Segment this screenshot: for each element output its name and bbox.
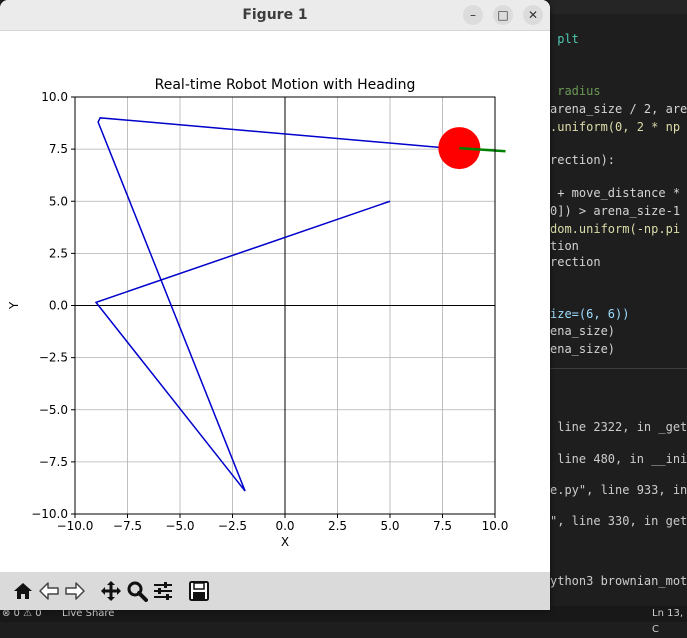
x-tick-label: 2.5 xyxy=(328,519,347,533)
y-tick-label: −2.5 xyxy=(39,351,68,365)
editor-line: 0]) > arena_size-1 xyxy=(550,204,681,218)
navigation-toolbar xyxy=(0,572,550,610)
forward-arrow-icon[interactable] xyxy=(64,580,86,602)
window-titlebar[interactable]: Figure 1 – □ ✕ xyxy=(0,0,550,31)
editor-line: line 480, in __ini xyxy=(550,452,687,466)
editor-line: ", line 330, in get xyxy=(550,514,687,528)
robot-path xyxy=(94,117,460,492)
figure-canvas[interactable]: −10.0 −10.0 −7.5 −7.5 −5.0 −5.0 −2.5 −2.5 0.0 0.0… xyxy=(0,31,550,571)
figure-window: Figure 1 – □ ✕ −10.0 −10.0 −7.5 −7.5 −5.0 −5.… xyxy=(0,0,550,610)
y-tick-label: −10.0 xyxy=(31,507,68,521)
pan-icon[interactable] xyxy=(100,580,122,602)
editor-line: plt xyxy=(550,32,579,46)
y-tick-label: 7.5 xyxy=(49,142,68,156)
chart[interactable]: −10.0−10.0 −7.5 −7.5 −5.0 −5.0 −2.5 −2.5 0.0 0.0… xyxy=(0,31,550,571)
x-tick-label: 5.0 xyxy=(380,519,399,533)
x-tick-label: 7.5 xyxy=(433,519,452,533)
y-tick-label: 10.0 xyxy=(41,90,68,104)
editor-line: dom.uniform(-np.pi xyxy=(550,222,681,236)
editor-line: line 2322, in _get xyxy=(550,420,687,434)
x-tick-label: −10.0 xyxy=(57,519,94,533)
y-tick-label: −7.5 xyxy=(39,455,68,469)
x-tick-label: −2.5 xyxy=(218,519,247,533)
home-icon[interactable] xyxy=(12,580,34,602)
heading-line xyxy=(459,146,506,153)
maximize-button[interactable]: □ xyxy=(493,5,513,25)
close-button[interactable]: ✕ xyxy=(523,5,543,25)
minimize-button[interactable]: – xyxy=(463,5,483,25)
y-tick-label: 5.0 xyxy=(49,194,68,208)
editor-panel-divider xyxy=(550,368,687,369)
configure-subplots-icon[interactable] xyxy=(152,580,174,602)
x-tick-label: 0.0 xyxy=(275,519,294,533)
y-axis-label: Y xyxy=(7,301,21,310)
code-editor-background: plt radius arena_size / 2, are .uniform(0,… xyxy=(550,0,687,622)
editor-line: rection): xyxy=(550,153,616,167)
y-tick-label: 0.0 xyxy=(49,299,68,313)
editor-line: .uniform(0, 2 * np xyxy=(550,120,681,134)
editor-line: ena_size) xyxy=(550,342,616,356)
chart-title: Real-time Robot Motion with Heading xyxy=(155,77,416,93)
editor-tab-bar xyxy=(550,0,687,14)
problems-indicator[interactable]: ⊗ 0 ⚠ 0 xyxy=(2,608,42,619)
zoom-icon[interactable] xyxy=(126,580,148,602)
robot-marker xyxy=(438,127,481,170)
editor-line: rection xyxy=(550,255,601,269)
x-axis-label: X xyxy=(281,535,289,549)
x-tick-label: 10.0 xyxy=(482,519,509,533)
x-tick-label: −7.5 xyxy=(113,519,142,533)
editor-line: ython3 brownian_mot xyxy=(550,574,687,588)
live-share-button[interactable]: Live Share xyxy=(62,608,115,619)
y-tick-label: 2.5 xyxy=(49,246,68,260)
editor-line: + move_distance * xyxy=(550,186,681,200)
editor-line: ize=(6, 6)) xyxy=(550,307,630,321)
editor-line: arena_size / 2, are xyxy=(550,102,687,116)
cursor-position[interactable]: Ln 13, C xyxy=(652,608,683,635)
back-arrow-icon[interactable] xyxy=(38,580,60,602)
window-title: Figure 1 xyxy=(242,7,308,23)
editor-line: radius xyxy=(550,84,601,98)
x-tick-label: −5.0 xyxy=(165,519,194,533)
editor-line: e.py", line 933, in xyxy=(550,483,687,497)
editor-line: tion xyxy=(550,239,579,253)
save-icon[interactable] xyxy=(188,580,210,602)
editor-line: ena_size) xyxy=(550,324,616,338)
y-tick-label: −5.0 xyxy=(39,403,68,417)
